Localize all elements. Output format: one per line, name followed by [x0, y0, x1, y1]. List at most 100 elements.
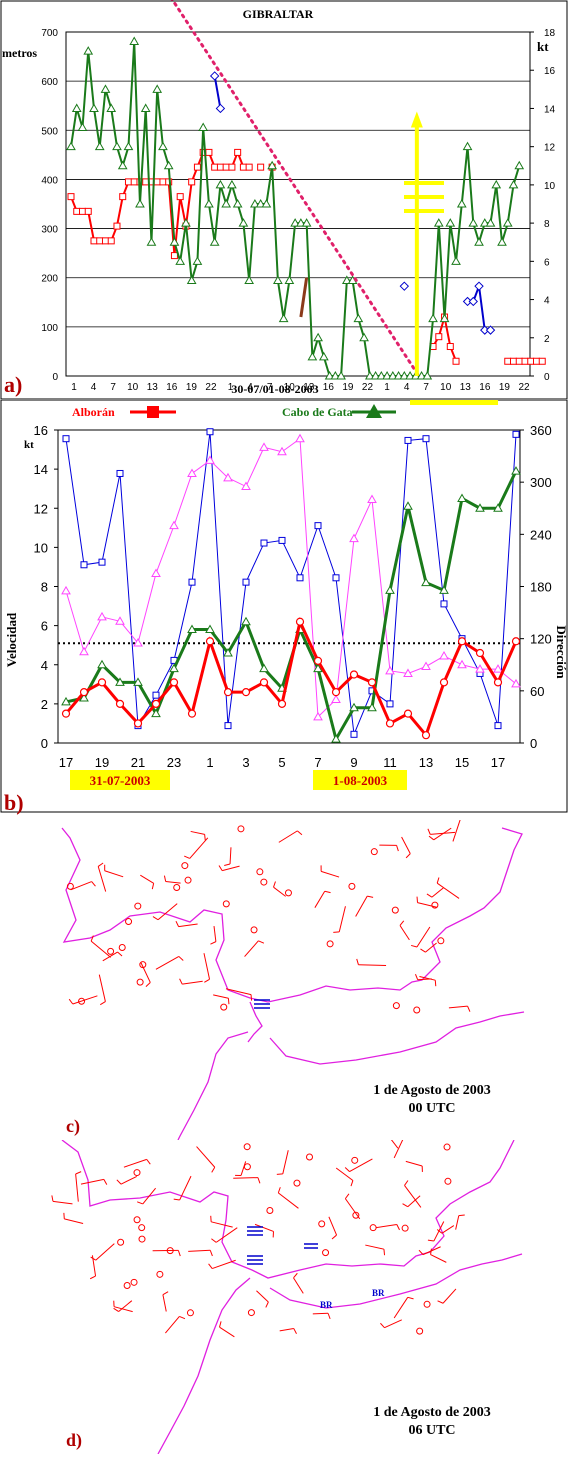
tick-label-x: 19 — [342, 382, 354, 393]
calm-station-icon — [417, 1328, 423, 1334]
series-a-3-point — [498, 238, 506, 245]
wind-barb-icon — [197, 1147, 215, 1168]
series-a-0-point — [246, 164, 252, 170]
wind-barb-icon — [103, 952, 118, 961]
wind-barb-feather — [274, 882, 276, 888]
series-a-0-point — [223, 164, 229, 170]
tick-label-x: 17 — [59, 755, 73, 770]
wind-barb-feather — [294, 1328, 297, 1333]
wind-barb-feather — [459, 1215, 465, 1216]
header-highlight — [410, 400, 498, 405]
series-b-3-point — [458, 661, 466, 668]
wind-barb-feather — [403, 1204, 408, 1207]
series-b-2-point — [351, 731, 357, 737]
wind-barb-feather — [278, 1187, 280, 1193]
series-b-2-point — [63, 436, 69, 442]
calm-station-icon — [307, 1154, 313, 1160]
series-a-6-line — [468, 286, 491, 330]
series-b-0-point — [99, 679, 106, 686]
series-b-2-point — [495, 723, 501, 729]
series-a-2-point — [539, 358, 545, 364]
wind-barb-icon — [222, 866, 239, 870]
tick-label-x: 11 — [383, 755, 397, 770]
wind-barb-icon — [336, 1168, 353, 1180]
series-b-0-point — [459, 638, 466, 645]
wind-barb-icon — [294, 1278, 304, 1293]
tick-label-left: 100 — [41, 323, 58, 334]
series-a-1-point — [453, 358, 459, 364]
series-b-0-point — [405, 710, 412, 717]
series-a-0-point — [108, 238, 114, 244]
tick-label-left: 4 — [41, 658, 48, 673]
series-b-3-point — [188, 469, 196, 476]
map-d-date: 1 de Agosto de 2003 — [373, 1405, 490, 1420]
series-a-0-point — [154, 179, 160, 185]
series-a-3-point — [510, 181, 518, 188]
series-a-0-point — [97, 238, 103, 244]
series-a-4-point — [216, 104, 224, 112]
wind-barb-icon — [233, 1178, 258, 1179]
calm-station-icon — [238, 826, 244, 832]
tick-label-x: 3 — [242, 755, 249, 770]
series-a-3-point — [308, 353, 316, 360]
wind-barb-icon — [278, 1193, 298, 1208]
series-a-3-point — [458, 200, 466, 207]
calm-station-icon — [352, 1157, 358, 1163]
chart-a-ylabel-left: metros — [2, 46, 37, 60]
calm-station-icon — [444, 1144, 450, 1150]
series-a-2-point — [516, 358, 522, 364]
wind-barb-feather — [406, 854, 410, 858]
calm-station-icon — [119, 945, 125, 951]
tick-label-right: 14 — [544, 104, 556, 115]
calm-station-icon — [126, 919, 132, 925]
tick-label-right: 240 — [530, 527, 552, 542]
series-a-2-point — [528, 358, 534, 364]
wind-barb-feather — [210, 942, 215, 945]
tick-label-x: 1 — [206, 755, 213, 770]
series-a-0-point — [206, 149, 212, 155]
calm-station-icon — [134, 1217, 140, 1223]
tick-label-left: 8 — [41, 580, 48, 595]
tick-label-x: 19 — [95, 755, 109, 770]
calm-station-icon — [261, 879, 267, 885]
map-c: 1 de Agosto de 2003 00 UTC c) — [0, 820, 568, 1140]
wind-barb-icon — [220, 1327, 235, 1337]
series-b-3-point — [80, 648, 88, 655]
series-b-0-point — [369, 679, 376, 686]
wind-barb-icon — [402, 837, 411, 854]
tick-label-x: 1 — [71, 382, 77, 393]
wind-barb-icon — [339, 906, 345, 932]
wind-barb-icon — [350, 1159, 373, 1172]
tick-label-right: 6 — [544, 257, 550, 268]
wind-barb-feather — [92, 882, 96, 887]
wind-barb-icon — [442, 1226, 454, 1234]
wind-barb-feather — [294, 1273, 298, 1278]
series-b-2-point — [441, 601, 447, 607]
fog-symbol-d2 — [247, 1256, 263, 1264]
series-a-3-point — [320, 353, 328, 360]
tick-label-x: 7 — [314, 755, 321, 770]
wind-barb-icon — [417, 927, 430, 947]
wind-barb-feather — [345, 1194, 349, 1199]
wind-barb-icon — [279, 831, 298, 843]
calm-station-icon — [393, 1003, 399, 1009]
wind-barb-feather — [219, 866, 222, 871]
wind-barb-icon — [71, 882, 92, 890]
series-b-2-point — [315, 523, 321, 529]
wind-barb-feather — [178, 1250, 180, 1256]
wind-barb-feather — [429, 836, 434, 840]
series-a-0-point — [212, 164, 218, 170]
panel-b-letter: b) — [4, 790, 24, 815]
tick-label-x: 13 — [419, 755, 433, 770]
series-b-0-point — [225, 689, 232, 696]
series-b-0-point — [117, 700, 124, 707]
wind-barb-icon — [140, 875, 153, 883]
tick-label-x: 13 — [147, 382, 159, 393]
calm-station-icon — [135, 903, 141, 909]
series-a-0-point — [74, 208, 80, 214]
wind-barb-feather — [117, 1180, 121, 1184]
wind-barb-icon — [143, 1188, 156, 1204]
calm-station-icon — [131, 1279, 137, 1285]
wind-barb-feather — [297, 831, 302, 835]
